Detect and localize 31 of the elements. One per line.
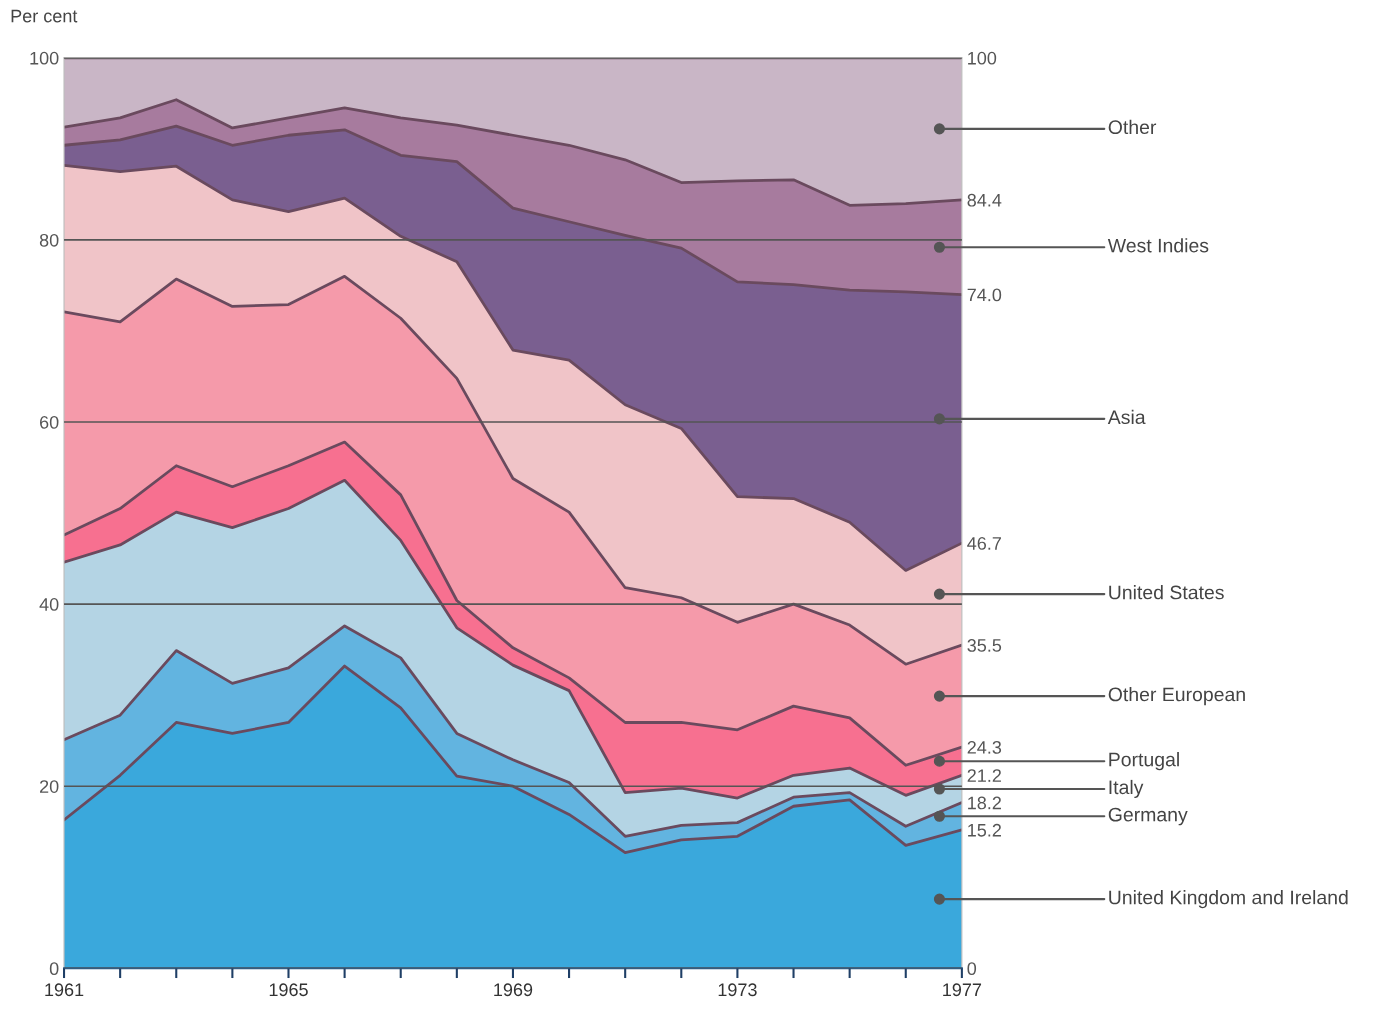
y2-tick-label: 46.7 [967, 537, 1001, 550]
y-tick-label: 60 [40, 415, 59, 429]
text: United States [1109, 585, 1224, 600]
y2-tick-label: 0 [967, 962, 977, 976]
text: Other [1108, 119, 1157, 135]
text: West Indies [1107, 238, 1209, 253]
y2-tick-label: 84.4 [967, 193, 1002, 207]
y2-tick-label: 21.2 [967, 769, 1001, 782]
y2-tick-label: 100 [968, 51, 997, 65]
text: Asia [1107, 409, 1146, 425]
text: Portugal [1109, 752, 1179, 771]
text: Other European [1108, 687, 1245, 706]
y-tick-label: 100 [30, 51, 59, 65]
y2-tick-label: 15.2 [968, 823, 1001, 837]
x-tick-label: 1973 [718, 983, 757, 997]
y2-tick-label: 74.0 [967, 288, 1002, 302]
y-tick-label: 80 [39, 233, 59, 247]
y-tick-label: 20 [40, 780, 59, 793]
y2-tick-label: 18.2 [968, 796, 1001, 810]
x-tick-label: 1965 [269, 983, 308, 997]
text: Germany [1108, 807, 1188, 826]
y2-tick-label: 35.5 [967, 639, 1002, 652]
y-axis-title: Per cent [11, 9, 78, 23]
y-tick-label: 40 [39, 598, 59, 611]
x-tick-label: 1977 [943, 983, 982, 997]
x-tick-label: 1961 [45, 983, 84, 997]
y2-tick-label: 24.3 [967, 741, 1002, 754]
x-tick-label: 1969 [494, 983, 533, 997]
text: United Kingdom and Ireland [1109, 890, 1348, 909]
y-tick-label: 0 [49, 962, 59, 976]
text: Italy [1109, 779, 1144, 799]
